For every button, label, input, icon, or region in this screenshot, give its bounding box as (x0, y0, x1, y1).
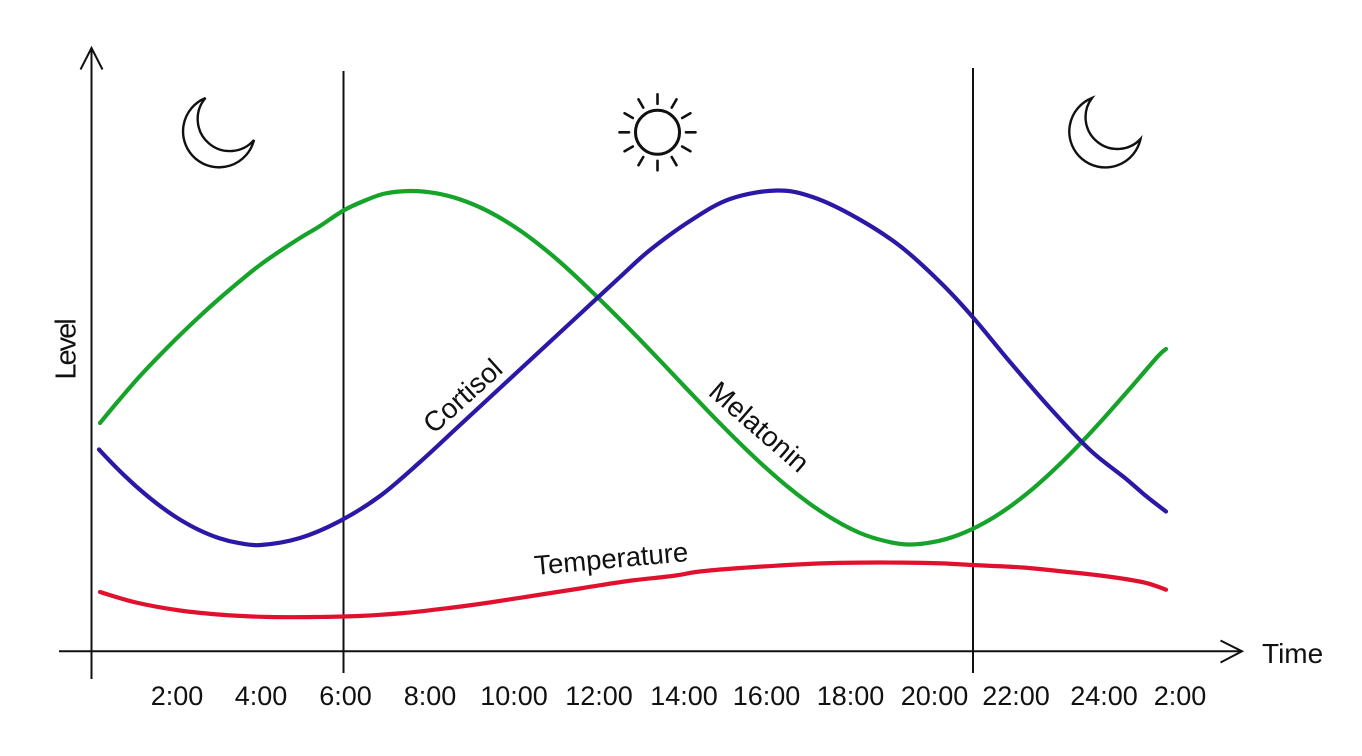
svg-text:4:00: 4:00 (235, 681, 288, 711)
svg-text:22:00: 22:00 (982, 681, 1050, 711)
svg-text:6:00: 6:00 (319, 681, 372, 711)
svg-text:18:00: 18:00 (817, 681, 885, 711)
svg-text:14:00: 14:00 (650, 681, 718, 711)
svg-text:8:00: 8:00 (404, 681, 457, 711)
svg-text:Time: Time (1262, 638, 1323, 669)
svg-text:16:00: 16:00 (733, 681, 801, 711)
svg-text:12:00: 12:00 (565, 681, 633, 711)
svg-text:2:00: 2:00 (1154, 681, 1207, 711)
svg-text:Level: Level (51, 320, 83, 380)
svg-text:2:00: 2:00 (151, 681, 204, 711)
svg-text:20:00: 20:00 (901, 681, 969, 711)
svg-text:10:00: 10:00 (480, 681, 548, 711)
svg-text:24:00: 24:00 (1070, 681, 1138, 711)
